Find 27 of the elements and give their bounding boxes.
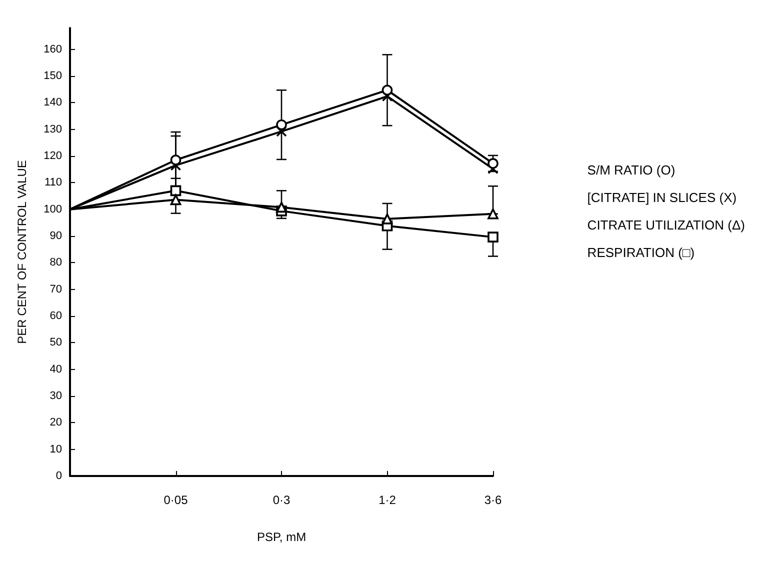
x-tick-label: 0·05 — [164, 493, 188, 507]
y-tick-label: 130 — [44, 123, 62, 136]
text: [CITRATE] IN SLICES (X) — [587, 190, 737, 205]
y-tick-label: 10 — [50, 443, 62, 456]
y-axis-title: PER CENT OF CONTROL VALUE — [15, 160, 29, 344]
y-tick-label: 90 — [50, 230, 62, 242]
y-tick-label: 100 — [44, 203, 62, 216]
y-tick-label: 160 — [44, 43, 62, 56]
y-tick-label: 20 — [50, 416, 62, 429]
text: RESPIRATION (□) — [587, 245, 695, 260]
y-tick-label: 30 — [50, 390, 62, 402]
y-tick-label: 80 — [50, 256, 62, 269]
text: CITRATE UTILIZATION (Δ) — [587, 218, 746, 232]
y-tick-label: 110 — [44, 176, 62, 189]
y-tick-label: 120 — [44, 150, 62, 162]
x-axis-title: PSP, mM — [256, 530, 306, 544]
y-tick-label: 40 — [50, 363, 62, 376]
text: S/M RATIO (O) — [587, 162, 676, 178]
x-tick-label: 3·6 — [484, 493, 502, 507]
y-tick-label: 0 — [56, 470, 62, 482]
x-tick-label: 1·2 — [378, 493, 396, 507]
y-tick-label: 50 — [50, 336, 62, 349]
y-tick-label: 150 — [44, 70, 62, 82]
y-tick-label: 140 — [44, 96, 62, 109]
y-tick-label: 60 — [50, 310, 62, 322]
x-tick-label: 0·3 — [272, 493, 290, 507]
y-tick-label: 70 — [50, 283, 62, 296]
